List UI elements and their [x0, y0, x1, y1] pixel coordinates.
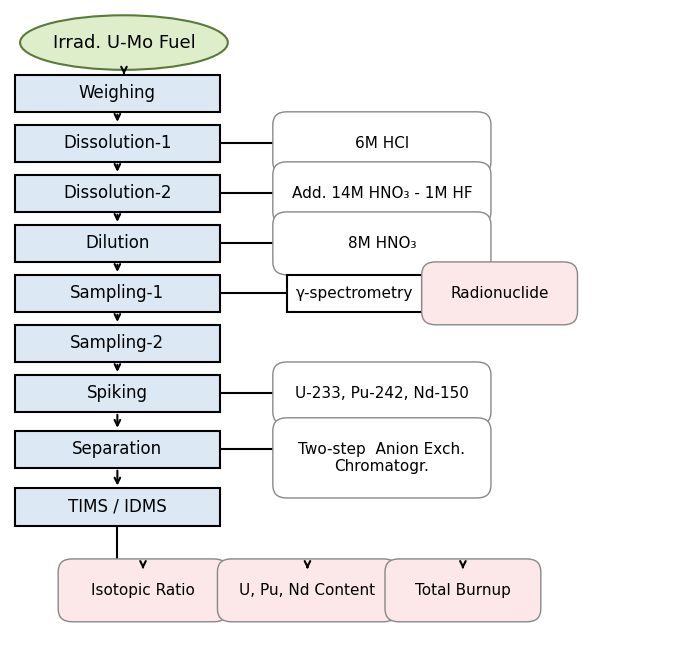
FancyBboxPatch shape [273, 162, 491, 225]
FancyBboxPatch shape [15, 175, 219, 212]
Text: U, Pu, Nd Content: U, Pu, Nd Content [239, 583, 376, 598]
FancyBboxPatch shape [218, 559, 397, 622]
Text: Two-step  Anion Exch.
Chromatogr.: Two-step Anion Exch. Chromatogr. [298, 442, 466, 474]
Text: Weighing: Weighing [79, 84, 156, 102]
FancyBboxPatch shape [273, 112, 491, 175]
FancyBboxPatch shape [15, 375, 219, 412]
FancyBboxPatch shape [15, 125, 219, 162]
Text: 8M HNO₃: 8M HNO₃ [348, 236, 416, 251]
Text: Spiking: Spiking [87, 384, 148, 402]
Text: Radionuclide: Radionuclide [450, 286, 549, 301]
FancyBboxPatch shape [15, 225, 219, 262]
FancyBboxPatch shape [15, 431, 219, 468]
Ellipse shape [20, 16, 228, 70]
FancyBboxPatch shape [58, 559, 228, 622]
Text: γ-spectrometry: γ-spectrometry [295, 286, 413, 301]
Text: Total Burnup: Total Burnup [415, 583, 511, 598]
FancyBboxPatch shape [15, 325, 219, 362]
FancyBboxPatch shape [287, 275, 422, 312]
Text: 6M HCl: 6M HCl [355, 136, 409, 151]
FancyBboxPatch shape [422, 262, 577, 325]
FancyBboxPatch shape [273, 362, 491, 425]
Text: Dissolution-1: Dissolution-1 [63, 135, 172, 152]
Text: U-233, Pu-242, Nd-150: U-233, Pu-242, Nd-150 [295, 386, 469, 401]
FancyBboxPatch shape [15, 488, 219, 525]
Text: Separation: Separation [73, 440, 163, 458]
Text: Irrad. U-Mo Fuel: Irrad. U-Mo Fuel [52, 34, 195, 52]
Text: Isotopic Ratio: Isotopic Ratio [91, 583, 195, 598]
FancyBboxPatch shape [385, 559, 541, 622]
Text: Sampling-1: Sampling-1 [70, 284, 165, 302]
Text: Dilution: Dilution [85, 234, 149, 252]
FancyBboxPatch shape [15, 275, 219, 312]
FancyBboxPatch shape [273, 212, 491, 275]
Text: Dissolution-2: Dissolution-2 [63, 184, 172, 203]
FancyBboxPatch shape [273, 418, 491, 498]
FancyBboxPatch shape [15, 74, 219, 112]
Text: Sampling-2: Sampling-2 [70, 334, 165, 353]
Text: Add. 14M HNO₃ - 1M HF: Add. 14M HNO₃ - 1M HF [292, 186, 473, 201]
Text: TIMS / IDMS: TIMS / IDMS [68, 498, 167, 516]
